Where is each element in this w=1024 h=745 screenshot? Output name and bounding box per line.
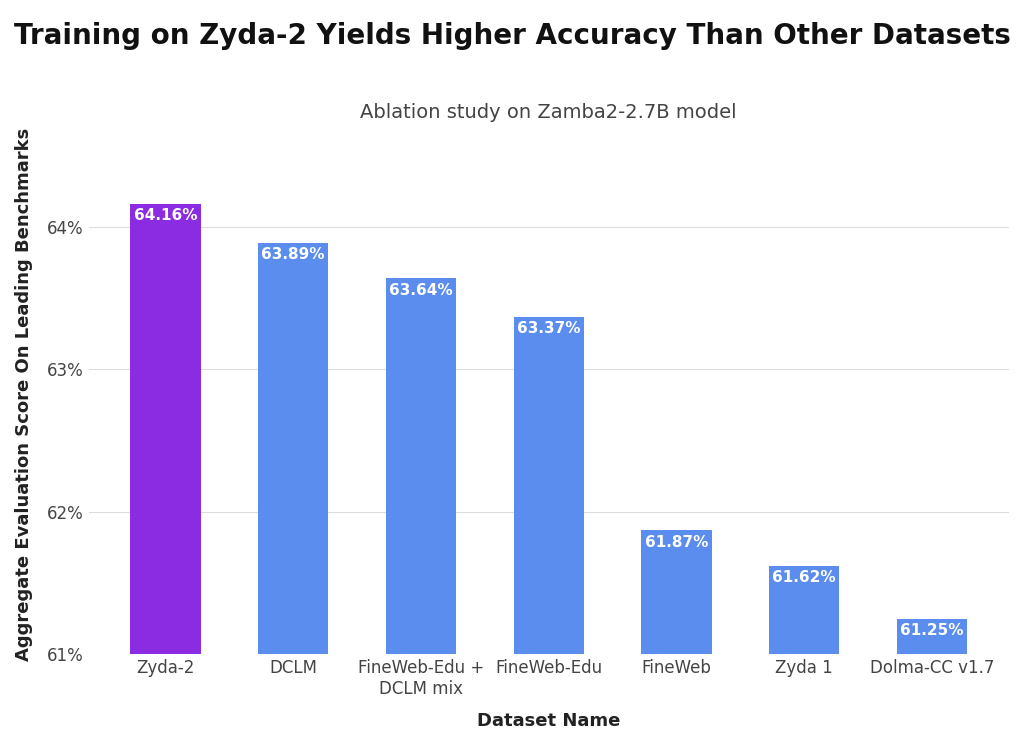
Text: 61.62%: 61.62%	[772, 571, 836, 586]
Text: 63.64%: 63.64%	[389, 282, 453, 297]
X-axis label: Dataset Name: Dataset Name	[477, 712, 621, 730]
Bar	[130, 204, 201, 654]
Text: 64.16%: 64.16%	[134, 209, 198, 224]
Bar	[258, 243, 329, 654]
Title: Ablation study on Zamba2-2.7B model: Ablation study on Zamba2-2.7B model	[360, 103, 737, 121]
Y-axis label: Aggregate Evaluation Score On Leading Benchmarks: Aggregate Evaluation Score On Leading Be…	[15, 128, 33, 661]
Bar	[386, 279, 456, 654]
Text: 61.25%: 61.25%	[900, 623, 964, 638]
Text: Training on Zyda-2 Yields Higher Accuracy Than Other Datasets: Training on Zyda-2 Yields Higher Accurac…	[13, 22, 1011, 51]
Bar	[641, 530, 712, 654]
Bar	[897, 619, 967, 654]
Bar	[514, 317, 584, 654]
Text: 63.89%: 63.89%	[261, 247, 325, 262]
Text: 63.37%: 63.37%	[517, 321, 581, 336]
Bar	[769, 566, 840, 654]
Text: 61.87%: 61.87%	[645, 535, 709, 550]
